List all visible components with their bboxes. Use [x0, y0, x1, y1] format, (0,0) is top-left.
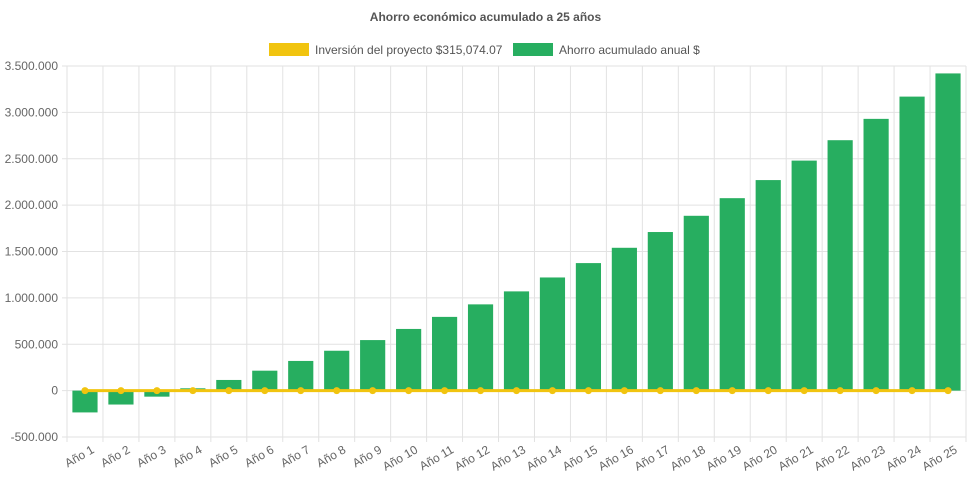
legend-label-savings[interactable]: Ahorro acumulado anual $: [559, 43, 700, 57]
investment-point[interactable]: [620, 387, 628, 395]
savings-bar[interactable]: [863, 118, 889, 391]
savings-bar[interactable]: [324, 350, 350, 391]
x-tick-label: Año 23: [848, 442, 888, 473]
investment-point[interactable]: [225, 387, 233, 395]
y-tick-label: -500.000: [11, 430, 59, 444]
savings-bar[interactable]: [288, 360, 314, 391]
x-tick-label: Año 21: [776, 442, 816, 473]
y-tick-label: 500.000: [15, 337, 59, 351]
savings-bar[interactable]: [899, 96, 925, 391]
investment-point[interactable]: [944, 387, 952, 395]
savings-bar[interactable]: [216, 379, 242, 391]
x-tick-label: Año 1: [62, 442, 96, 470]
x-tick-label: Año 12: [452, 442, 492, 473]
investment-point[interactable]: [405, 387, 413, 395]
savings-bar[interactable]: [611, 247, 637, 391]
legend: Inversión del proyecto $315,074.07 Ahorr…: [269, 43, 700, 57]
investment-point[interactable]: [548, 387, 556, 395]
savings-bar[interactable]: [252, 370, 278, 391]
x-tick-label: Año 18: [668, 442, 708, 473]
x-tick-label: Año 25: [920, 442, 960, 473]
investment-point[interactable]: [513, 387, 520, 395]
investment-point[interactable]: [584, 387, 592, 395]
investment-point[interactable]: [441, 387, 449, 395]
savings-bar[interactable]: [791, 160, 817, 391]
investment-point[interactable]: [764, 387, 772, 395]
investment-point[interactable]: [369, 387, 377, 395]
x-tick-label: Año 14: [524, 442, 564, 473]
x-tick-label: Año 17: [632, 442, 672, 473]
x-tick-label: Año 15: [560, 442, 600, 473]
investment-point[interactable]: [800, 387, 808, 395]
investment-line: [81, 387, 952, 395]
savings-bar[interactable]: [935, 73, 961, 391]
x-tick-label: Año 5: [206, 442, 240, 470]
savings-bar[interactable]: [647, 232, 673, 391]
x-tick-label: Año 11: [417, 442, 456, 473]
savings-bar[interactable]: [755, 180, 781, 391]
x-tick-label: Año 20: [740, 442, 780, 473]
gridlines: [62, 65, 967, 442]
investment-point[interactable]: [728, 387, 736, 395]
y-tick-label: 2.000.000: [5, 198, 59, 212]
y-tick-label: 0: [51, 384, 58, 398]
x-tick-label: Año 6: [242, 442, 276, 470]
investment-point[interactable]: [836, 387, 844, 395]
investment-point[interactable]: [189, 387, 197, 395]
x-tick-label: Año 8: [314, 442, 348, 470]
x-axis-ticks: Año 1 Año 2 Año 3 Año 4 Año 5 Año 6 Año 7 Año 8…: [62, 442, 959, 473]
investment-point[interactable]: [261, 387, 269, 395]
savings-bar[interactable]: [827, 140, 853, 391]
x-tick-label: Año 3: [134, 442, 168, 470]
x-tick-label: Año 16: [596, 442, 636, 473]
savings-bar[interactable]: [467, 304, 494, 391]
x-tick-label: Año 24: [884, 442, 924, 473]
x-tick-label: Año 7: [278, 442, 312, 470]
investment-point[interactable]: [908, 387, 916, 395]
y-tick-label: 1.500.000: [5, 245, 59, 259]
legend-swatch-savings[interactable]: [513, 43, 553, 56]
chart-title: Ahorro económico acumulado a 25 años: [370, 10, 602, 24]
investment-point[interactable]: [656, 387, 664, 395]
x-tick-label: Año 4: [170, 442, 204, 470]
savings-bar[interactable]: [431, 316, 458, 391]
investment-point[interactable]: [297, 387, 305, 395]
x-tick-label: Año 19: [704, 442, 744, 473]
savings-bar[interactable]: [108, 390, 134, 405]
x-tick-label: Año 22: [812, 442, 852, 473]
x-tick-label: Año 13: [488, 442, 528, 473]
savings-bar[interactable]: [503, 291, 530, 391]
investment-point[interactable]: [692, 387, 700, 395]
y-tick-label: 3.500.000: [5, 59, 59, 73]
y-axis-ticks: 3.500.000 3.000.000 2.500.000 2.000.000 1.50…: [5, 59, 59, 444]
x-tick-label: Año 2: [98, 442, 132, 470]
savings-bars: [72, 73, 961, 413]
y-tick-label: 3.000.000: [5, 105, 59, 119]
y-tick-label: 1.000.000: [5, 291, 59, 305]
savings-bar[interactable]: [360, 340, 386, 391]
savings-bar[interactable]: [539, 277, 566, 391]
investment-point[interactable]: [333, 387, 341, 395]
legend-label-investment[interactable]: Inversión del proyecto $315,074.07: [315, 43, 503, 57]
investment-point[interactable]: [477, 387, 485, 395]
savings-bar[interactable]: [683, 215, 709, 391]
investment-point[interactable]: [81, 387, 89, 395]
savings-bar[interactable]: [396, 328, 422, 391]
x-tick-label: Año 10: [380, 442, 420, 473]
x-tick-label: Año 9: [350, 442, 384, 470]
investment-point[interactable]: [153, 387, 161, 395]
legend-swatch-investment[interactable]: [269, 43, 309, 56]
savings-bar[interactable]: [719, 198, 745, 391]
savings-bar[interactable]: [575, 263, 602, 391]
investment-point[interactable]: [872, 387, 880, 395]
y-tick-label: 2.500.000: [5, 152, 59, 166]
savings-bar[interactable]: [72, 390, 98, 413]
investment-point[interactable]: [117, 387, 125, 395]
